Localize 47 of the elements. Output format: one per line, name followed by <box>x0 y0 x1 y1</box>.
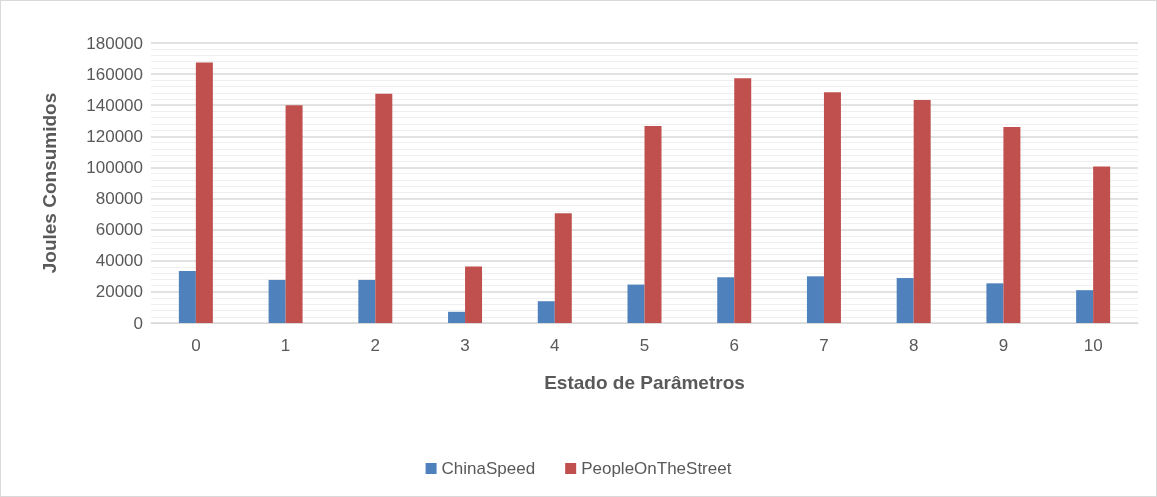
x-axis-title: Estado de Parâmetros <box>544 372 745 393</box>
x-tick-label: 3 <box>460 336 470 355</box>
y-tick-label: 160000 <box>86 64 143 84</box>
y-tick-label: 60000 <box>95 220 143 240</box>
x-tick-label: 7 <box>819 336 829 355</box>
bar <box>734 78 752 323</box>
bar <box>285 105 303 323</box>
bar <box>554 213 572 323</box>
legend-label: ChinaSpeed <box>441 459 536 478</box>
bar <box>358 279 376 323</box>
bar <box>195 62 213 323</box>
bar <box>806 276 824 323</box>
x-tick-label: 8 <box>908 336 919 355</box>
y-tick-label: 0 <box>133 313 143 333</box>
x-tick-label: 0 <box>191 336 201 355</box>
bar <box>644 126 662 323</box>
bar <box>1093 166 1111 323</box>
bar <box>178 271 196 323</box>
y-tick-label: 180000 <box>86 33 143 53</box>
bar <box>268 279 286 323</box>
x-tick-label: 4 <box>550 336 560 355</box>
y-tick-label: 120000 <box>86 126 143 146</box>
bar <box>465 266 483 323</box>
x-tick-label: 9 <box>998 336 1009 355</box>
bar <box>717 277 735 323</box>
x-tick-label: 6 <box>729 336 739 355</box>
bar <box>986 283 1004 323</box>
bar <box>627 284 645 323</box>
bar <box>896 278 914 323</box>
x-tick-label: 5 <box>639 336 650 355</box>
bar <box>448 311 466 323</box>
x-tick-label: 10 <box>1083 336 1103 355</box>
x-tick-label: 1 <box>280 336 291 355</box>
bar <box>1076 290 1094 323</box>
bar <box>537 301 555 323</box>
bar <box>823 92 841 323</box>
x-tick-label: 2 <box>370 336 381 355</box>
bar <box>913 99 931 323</box>
y-tick-label: 40000 <box>95 251 143 271</box>
y-axis-title: Joules Consumidos <box>39 92 60 274</box>
y-tick-label: 100000 <box>86 157 143 177</box>
y-tick-label: 140000 <box>86 95 143 115</box>
bar <box>1003 127 1021 323</box>
legend-label: PeopleOnTheStreet <box>581 459 732 478</box>
y-tick-label: 20000 <box>95 282 143 302</box>
bar <box>375 93 393 323</box>
y-tick-label: 80000 <box>95 189 143 209</box>
